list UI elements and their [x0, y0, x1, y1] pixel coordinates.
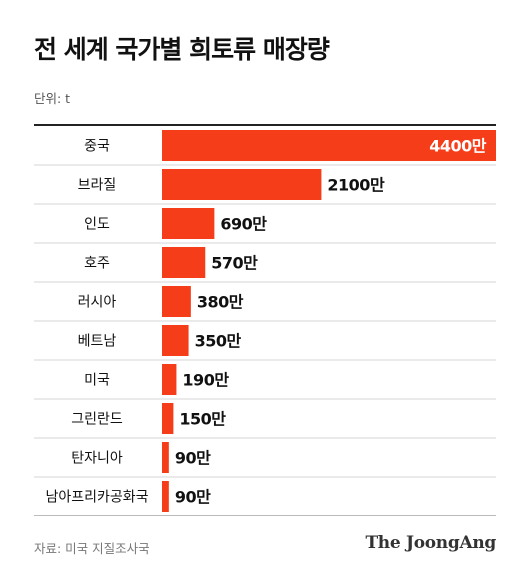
- value-label: 570만: [211, 254, 258, 273]
- bar: [162, 208, 215, 239]
- category-label: 베트남: [78, 334, 117, 350]
- value-label: 150만: [179, 410, 226, 429]
- category-label: 브라질: [78, 178, 117, 194]
- bar-row: 러시아 380만: [34, 286, 496, 322]
- bar: [162, 481, 169, 512]
- value-label: 2100만: [327, 176, 385, 195]
- category-label: 호주: [84, 256, 110, 272]
- bar: [162, 130, 496, 161]
- bottom-divider: [34, 515, 496, 516]
- category-label: 러시아: [78, 295, 117, 311]
- bar-row: 그린란드 150만: [34, 403, 496, 439]
- bar: [162, 169, 322, 200]
- bar: [162, 364, 177, 395]
- category-label: 그린란드: [71, 412, 123, 428]
- category-label: 남아프리카공화국: [45, 490, 148, 506]
- brand-logo: The JoongAng: [365, 533, 496, 553]
- bar-row: 호주 570만: [34, 247, 496, 283]
- value-label: 350만: [195, 332, 242, 351]
- bar: [162, 325, 189, 356]
- value-label: 380만: [197, 293, 244, 312]
- bar: [162, 403, 174, 434]
- value-label: 90만: [175, 488, 211, 507]
- bar: [162, 442, 169, 473]
- bar-row: 베트남 350만: [34, 325, 496, 361]
- value-label: 690만: [220, 215, 267, 234]
- chart-title: 전 세계 국가별 희토류 매장량: [34, 35, 330, 64]
- value-label: 90만: [175, 449, 211, 468]
- bar: [162, 286, 191, 317]
- bar: [162, 247, 206, 278]
- category-label: 중국: [84, 139, 110, 155]
- value-label: 4400만: [429, 137, 487, 156]
- bar-row: 인도 690만: [34, 208, 496, 244]
- category-label: 인도: [84, 217, 110, 233]
- value-label: 190만: [182, 371, 229, 390]
- top-divider: [34, 124, 496, 126]
- bar-row: 미국 190만: [34, 364, 496, 400]
- bar-row: 남아프리카공화국 90만: [45, 481, 212, 512]
- bar-row: 브라질 2100만: [34, 169, 496, 205]
- category-label: 미국: [84, 373, 110, 389]
- bar-row: 중국 4400만: [34, 130, 496, 166]
- source-note: 자료: 미국 지질조사국: [34, 541, 150, 556]
- bar-row: 탄자니아 90만: [34, 442, 496, 478]
- unit-label: 단위: t: [34, 91, 71, 106]
- category-label: 탄자니아: [71, 451, 123, 467]
